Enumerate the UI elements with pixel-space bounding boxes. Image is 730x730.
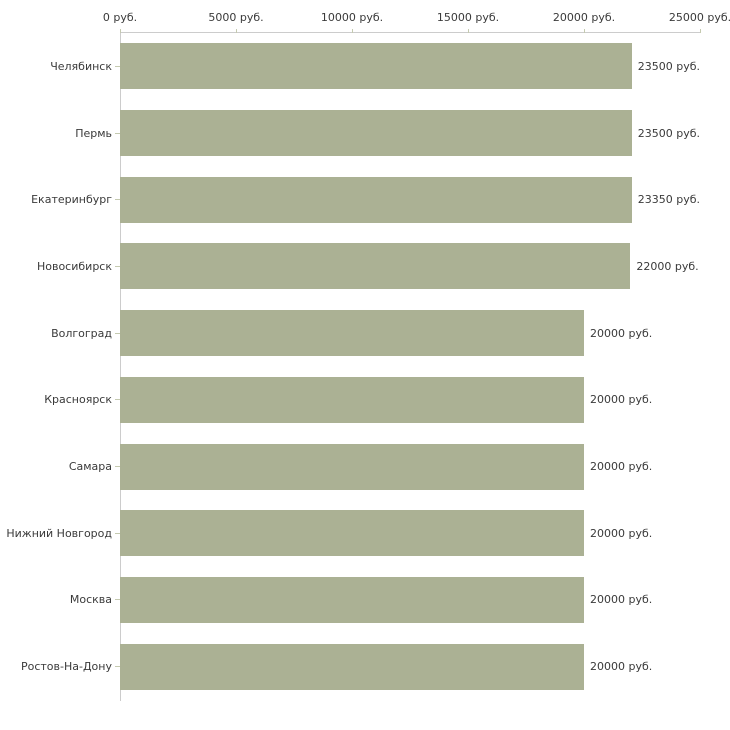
x-tick-mark bbox=[236, 29, 237, 33]
plot-cell: 20000 руб. bbox=[120, 643, 700, 690]
bar bbox=[120, 43, 632, 90]
x-tick-mark bbox=[700, 29, 701, 33]
bar-row: Челябинск 23500 руб. bbox=[0, 33, 730, 100]
value-label: 23500 руб. bbox=[637, 59, 700, 73]
category-label: Волгоград bbox=[51, 326, 112, 340]
bar-row: Волгоград 20000 руб. bbox=[0, 300, 730, 367]
plot-cell: 20000 руб. bbox=[120, 376, 700, 423]
bar bbox=[120, 310, 584, 357]
category-label: Нижний Новгород bbox=[6, 526, 112, 540]
value-label: 20000 руб. bbox=[590, 660, 653, 674]
x-tick-label: 20000 руб. bbox=[552, 11, 616, 24]
plot-cell: 20000 руб. bbox=[120, 443, 700, 490]
bar bbox=[120, 243, 631, 290]
category-tick-mark bbox=[115, 399, 120, 401]
value-label: 23350 руб. bbox=[637, 193, 700, 207]
bar-row: Ростов-На-Дону 20000 руб. bbox=[0, 633, 730, 700]
plot-cell: 20000 руб. bbox=[120, 310, 700, 357]
category-label: Пермь bbox=[75, 126, 112, 140]
bar-row: Москва 20000 руб. bbox=[0, 567, 730, 634]
bar-row: Самара 20000 руб. bbox=[0, 433, 730, 500]
value-label: 22000 руб. bbox=[636, 259, 699, 273]
category-tick-mark bbox=[115, 132, 120, 134]
category-cell: Челябинск bbox=[0, 60, 120, 73]
x-tick-mark bbox=[352, 29, 353, 33]
bar bbox=[120, 576, 584, 623]
x-tick-mark bbox=[120, 29, 121, 33]
x-tick-label: 25000 руб. bbox=[668, 11, 730, 24]
category-label: Челябинск bbox=[50, 59, 112, 73]
value-label: 20000 руб. bbox=[590, 326, 653, 340]
category-cell: Красноярск bbox=[0, 393, 120, 406]
x-tick-label: 0 руб. bbox=[102, 11, 138, 24]
x-axis-line bbox=[120, 32, 701, 33]
bar-row: Екатеринбург 23350 руб. bbox=[0, 166, 730, 233]
bar-row: Новосибирск 22000 руб. bbox=[0, 233, 730, 300]
plot-cell: 23500 руб. bbox=[120, 110, 700, 157]
bar bbox=[120, 510, 584, 557]
category-label: Самара bbox=[68, 460, 112, 474]
x-tick-mark bbox=[584, 29, 585, 33]
category-tick-mark bbox=[115, 532, 120, 534]
plot-cell: 20000 руб. bbox=[120, 510, 700, 557]
value-label: 23500 руб. bbox=[637, 126, 700, 140]
plot-cell: 23350 руб. bbox=[120, 176, 700, 223]
category-tick-mark bbox=[115, 199, 120, 201]
x-tick-label: 5000 руб. bbox=[208, 11, 264, 24]
y-axis-line bbox=[120, 33, 121, 701]
bar-rows: Челябинск 23500 руб. Пермь 23500 руб. Ек… bbox=[0, 33, 730, 700]
category-label: Ростов-На-Дону bbox=[20, 660, 112, 674]
plot-cell: 22000 руб. bbox=[120, 243, 700, 290]
category-cell: Ростов-На-Дону bbox=[0, 660, 120, 673]
bar bbox=[120, 643, 584, 690]
x-tick-label: 10000 руб. bbox=[320, 11, 384, 24]
category-tick-mark bbox=[115, 332, 120, 334]
category-cell: Нижний Новгород bbox=[0, 527, 120, 540]
bar bbox=[120, 176, 632, 223]
bar bbox=[120, 443, 584, 490]
bar-row: Красноярск 20000 руб. bbox=[0, 367, 730, 434]
category-tick-mark bbox=[115, 666, 120, 668]
value-label: 20000 руб. bbox=[590, 526, 653, 540]
category-tick-mark bbox=[115, 65, 120, 67]
category-label: Москва bbox=[69, 593, 112, 607]
value-label: 20000 руб. bbox=[590, 593, 653, 607]
x-axis: 0 руб. 5000 руб. 10000 руб. 15000 руб. 20000… bbox=[103, 0, 730, 33]
value-label: 20000 руб. bbox=[590, 460, 653, 474]
category-label: Красноярск bbox=[44, 393, 112, 407]
category-cell: Москва bbox=[0, 593, 120, 606]
category-cell: Волгоград bbox=[0, 327, 120, 340]
category-tick-mark bbox=[115, 265, 120, 267]
category-label: Екатеринбург bbox=[31, 193, 112, 207]
category-cell: Новосибирск bbox=[0, 260, 120, 273]
category-cell: Екатеринбург bbox=[0, 193, 120, 206]
category-tick-mark bbox=[115, 599, 120, 601]
category-cell: Самара bbox=[0, 460, 120, 473]
x-tick-mark bbox=[468, 29, 469, 33]
plot-cell: 23500 руб. bbox=[120, 43, 700, 90]
category-label: Новосибирск bbox=[36, 259, 112, 273]
value-label: 20000 руб. bbox=[590, 393, 653, 407]
bar-row: Нижний Новгород 20000 руб. bbox=[0, 500, 730, 567]
category-cell: Пермь bbox=[0, 127, 120, 140]
plot-cell: 20000 руб. bbox=[120, 576, 700, 623]
bar bbox=[120, 376, 584, 423]
bar-row: Пермь 23500 руб. bbox=[0, 100, 730, 167]
bar bbox=[120, 110, 632, 157]
x-tick-label: 15000 руб. bbox=[436, 11, 500, 24]
category-tick-mark bbox=[115, 466, 120, 468]
